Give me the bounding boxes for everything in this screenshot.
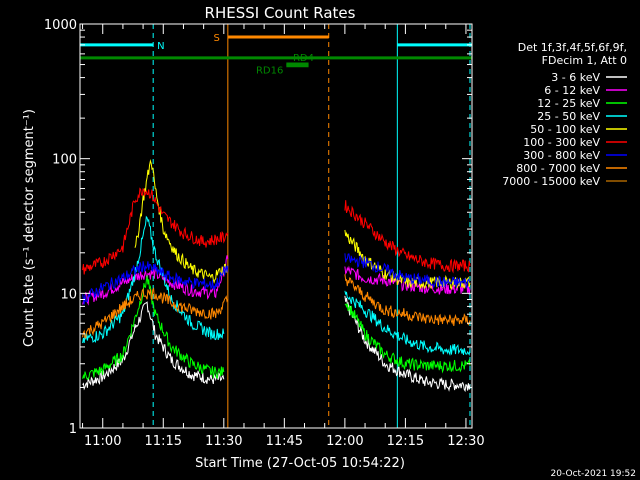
x-tick-label: 12:30 — [447, 434, 484, 449]
x-tick-label: 12:00 — [326, 434, 363, 449]
series-line — [82, 261, 229, 305]
plot-frame — [79, 23, 473, 429]
x-tick-label: 11:15 — [145, 434, 182, 449]
series-line — [344, 229, 471, 290]
series-line — [344, 274, 471, 327]
state-bar-label: RD4 — [293, 53, 314, 64]
legend: Det 1f,3f,4f,5f,6f,9f,FDecim 1, Att 0 3 -… — [502, 41, 627, 188]
series-line — [82, 215, 225, 344]
legend-entry-label: 100 - 300 keV — [523, 136, 600, 149]
legend-entry-label: 50 - 100 keV — [530, 123, 600, 136]
state-bar-label: S — [213, 33, 219, 44]
state-bar-label: RD16 — [256, 66, 283, 77]
chart-title: RHESSI Count Rates — [205, 4, 356, 22]
series-line — [344, 290, 471, 356]
y-tick-label: 1 — [69, 422, 77, 437]
x-axis-label: Start Time (27-Oct-05 10:54:22) — [195, 456, 405, 471]
x-tick-label: 11:45 — [266, 434, 303, 449]
state-bar-label: N — [157, 41, 164, 52]
legend-header-line: Det 1f,3f,4f,5f,6f,9f, — [518, 41, 627, 54]
legend-entry-label: 7000 - 15000 keV — [502, 175, 600, 188]
legend-entry-label: 800 - 7000 keV — [516, 162, 600, 175]
y-axis-label: Count Rate (s⁻¹ detector segment⁻¹) — [22, 109, 37, 347]
legend-entry-label: 6 - 12 keV — [544, 84, 600, 97]
series-line — [344, 295, 471, 393]
series-line — [344, 200, 471, 274]
y-tick-label: 1000 — [44, 18, 77, 33]
series-line — [82, 275, 225, 380]
legend-entry-label: 3 - 6 keV — [551, 71, 600, 84]
legend-entry-label: 25 - 50 keV — [537, 110, 600, 123]
y-tick-label: 100 — [52, 153, 77, 168]
series-line — [344, 253, 471, 289]
series-line — [344, 303, 471, 374]
x-tick-label: 11:00 — [84, 434, 121, 449]
legend-entry-label: 12 - 25 keV — [537, 97, 600, 110]
series-line — [82, 187, 229, 275]
series-line — [134, 159, 229, 284]
x-tick-label: 11:30 — [205, 434, 242, 449]
footer-timestamp: 20-Oct-2021 19:52 — [551, 469, 636, 479]
legend-entry-label: 300 - 800 keV — [523, 149, 600, 162]
y-tick-label: 10 — [60, 287, 77, 302]
series-line — [82, 287, 229, 339]
axes: 1 10 100 1000 11:00 11:15 11:30 11:45 12:00 12:15… — [44, 18, 485, 449]
x-tick-label: 12:15 — [387, 434, 424, 449]
legend-header-line: FDecim 1, Att 0 — [542, 54, 627, 67]
plot-area: N S RD4 RD16 — [79, 24, 472, 428]
series-line — [82, 301, 225, 391]
